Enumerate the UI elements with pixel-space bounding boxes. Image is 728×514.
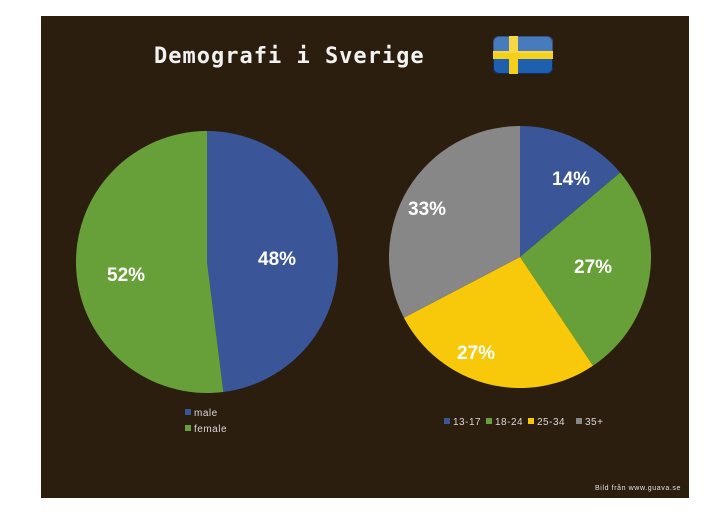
age-legend-swatch-18-24 <box>486 418 492 424</box>
gender-label-female: 52% <box>107 265 145 286</box>
sweden-flag-icon <box>493 36 553 74</box>
age-legend-swatch-13-17 <box>444 418 450 424</box>
gender-slice-male <box>207 131 339 392</box>
age-label-13-17: 14% <box>552 169 590 190</box>
gender-legend-swatch-male <box>185 409 191 415</box>
age-legend-item-13-17: 13-17 <box>453 417 481 428</box>
gender-legend-item-female: female <box>194 424 227 435</box>
image-credit: Bild från www.guava.se <box>595 485 681 492</box>
slide-title: Demografi i Sverige <box>154 44 425 69</box>
age-legend-swatch-35+ <box>576 418 582 424</box>
charts-canvas: 48% 52% male female 14% 27% 27% 33% 13-17 18-2… <box>76 126 651 435</box>
age-slice-35+ <box>389 126 520 318</box>
age-legend-swatch-25-34 <box>528 418 534 424</box>
age-pie-chart: 14% 27% 27% 33% <box>389 126 651 389</box>
gender-pie-legend: male female <box>185 408 227 435</box>
age-slice-25-34 <box>403 257 593 389</box>
age-slice-13-17 <box>520 126 621 257</box>
age-label-35+: 33% <box>408 199 446 220</box>
gender-label-male: 48% <box>258 249 296 270</box>
gender-legend-swatch-female <box>185 425 191 431</box>
slide: Demografi i Sverige 48% 52% male female 14… <box>41 16 689 498</box>
age-label-25-34: 27% <box>457 343 495 364</box>
flag-gloss <box>493 36 553 54</box>
gender-legend-item-male: male <box>194 408 218 419</box>
age-slice-18-24 <box>520 172 651 366</box>
gender-slice-female <box>76 131 224 393</box>
age-legend-item-18-24: 18-24 <box>495 417 523 428</box>
age-legend-item-25-34: 25-34 <box>537 417 565 428</box>
gender-pie-chart: 48% 52% <box>76 131 339 393</box>
flag-cross-horizontal <box>493 51 553 59</box>
age-label-18-24: 27% <box>574 257 612 278</box>
age-pie-legend: 13-17 18-24 25-34 35+ <box>444 417 603 428</box>
age-legend-item-35+: 35+ <box>585 417 603 428</box>
